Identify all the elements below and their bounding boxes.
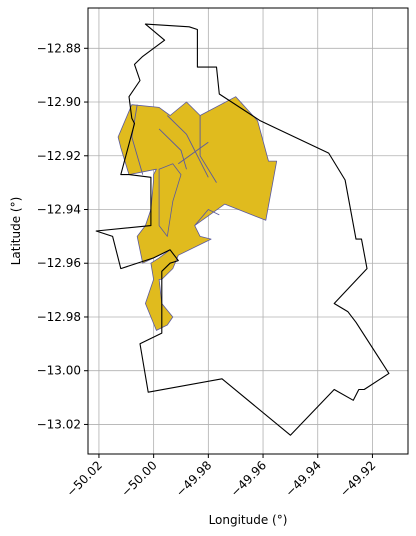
municipal-boundary	[95, 23, 390, 436]
y-tick-label-5: −12.98	[37, 310, 81, 324]
inner-region-lines	[131, 104, 220, 226]
inner-line-2	[199, 115, 217, 183]
y-tick-label-1: −12.90	[37, 95, 81, 109]
x-tick-label-1: −50.00	[118, 458, 159, 499]
y-tick-label-2: −12.92	[37, 149, 81, 163]
inner-line-4	[194, 208, 220, 226]
plot-frame	[87, 7, 409, 455]
inner-line-3	[178, 141, 209, 165]
grid-lines	[88, 8, 408, 454]
filled-regions	[117, 96, 278, 331]
boundary-outline	[95, 23, 390, 436]
x-tick-label-0: −50.02	[64, 458, 105, 499]
y-tick-label-7: −13.02	[37, 417, 81, 431]
y-tick-label-6: −13.00	[37, 364, 81, 378]
filled-region-a	[117, 96, 278, 331]
y-tick-label-3: −12.94	[37, 203, 81, 217]
x-tick-label-2: −49.98	[173, 458, 214, 499]
x-tick-label-5: −49.92	[337, 458, 378, 499]
inner-line-0	[131, 104, 144, 175]
y-tick-label-4: −12.96	[37, 256, 81, 270]
x-axis-label: Longitude (°)	[209, 513, 288, 527]
x-tick-label-3: −49.96	[228, 458, 269, 499]
x-tick-label-4: −49.94	[283, 458, 324, 499]
filled-region-b	[158, 163, 182, 237]
y-axis-label: Latitude (°)	[9, 197, 23, 266]
inner-line-1	[166, 115, 209, 178]
y-tick-label-0: −12.88	[37, 41, 81, 55]
inner-line-5	[158, 128, 187, 170]
